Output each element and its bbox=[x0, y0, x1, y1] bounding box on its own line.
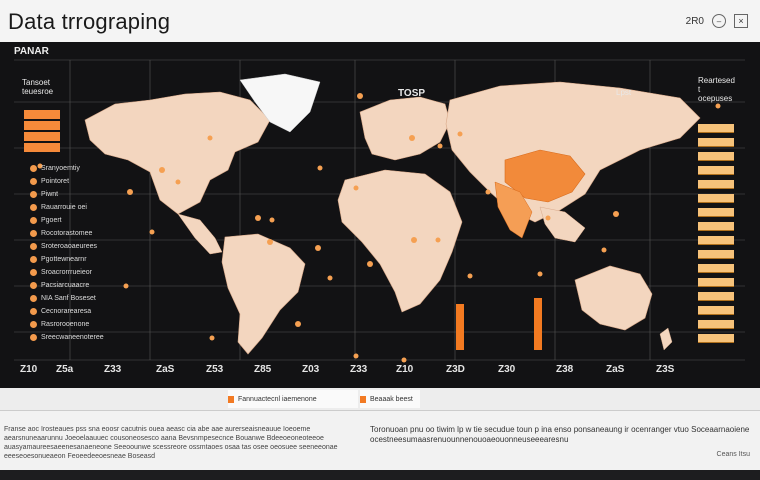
legend-item[interactable]: Rocotorastomee bbox=[30, 227, 92, 239]
legend-item[interactable]: Pointoret bbox=[30, 175, 69, 187]
legend-item[interactable]: Piwnt bbox=[30, 188, 58, 200]
bar-mark bbox=[456, 304, 464, 350]
map-label-right-b: Reartesed t ocepuses bbox=[698, 76, 735, 103]
title-bar: Data trrograping 2R0 – × bbox=[0, 0, 760, 43]
data-points bbox=[37, 93, 721, 363]
legend-item[interactable]: Sranyoemtiy bbox=[30, 162, 80, 174]
orange-square-icon bbox=[360, 395, 366, 403]
region-southeast-asia bbox=[539, 206, 586, 243]
map-label-right-a: Lpst bbox=[616, 88, 632, 97]
x-tick-label: Z33 bbox=[350, 364, 368, 375]
bar-mark bbox=[534, 298, 542, 350]
legend-item[interactable]: NIA Sanf Boseset bbox=[30, 292, 96, 304]
left-bar-stack bbox=[24, 110, 60, 152]
toolbar-tab-one[interactable]: Fannuactecnl iaemenone bbox=[228, 390, 358, 408]
orange-square-icon bbox=[228, 395, 234, 403]
close-icon[interactable]: × bbox=[734, 14, 748, 28]
description-left: Franse aoc Irosteaues pss sna eoosr cacu… bbox=[4, 426, 338, 460]
legend-item[interactable]: Sroacrorrrueieor bbox=[30, 266, 92, 278]
toolbar-tab-two[interactable]: Beaaak beest bbox=[360, 390, 420, 408]
x-tick-label: Z53 bbox=[206, 364, 224, 375]
continent-asia bbox=[445, 81, 701, 223]
description-right: Toronuoan pnu oo tiwim lp w tie secudue … bbox=[370, 425, 750, 444]
x-tick-label: Z38 bbox=[556, 364, 574, 375]
legend-item[interactable]: Pacsiarcuaacre bbox=[30, 279, 89, 291]
region-india bbox=[494, 181, 533, 239]
continent-new-zealand bbox=[659, 327, 673, 351]
continent-europe bbox=[359, 96, 451, 161]
x-tick-label: Z10 bbox=[20, 364, 38, 375]
x-tick-label: ZaS bbox=[156, 364, 175, 375]
continent-south-america bbox=[221, 233, 306, 355]
footer-link[interactable]: Ceans Itsu bbox=[716, 451, 750, 458]
legend-item[interactable]: Pgoert bbox=[30, 214, 62, 226]
legend-item[interactable]: Sroteroaoaeurees bbox=[30, 240, 97, 252]
continent-central-america bbox=[177, 213, 223, 255]
x-tick-label: Z5a bbox=[56, 364, 74, 375]
continent-africa bbox=[337, 169, 463, 313]
legend-item[interactable]: Sreecwaneenoteree bbox=[30, 331, 104, 343]
legend-item[interactable]: Rasrorooenone bbox=[30, 318, 89, 330]
x-tick-label: ZaS bbox=[606, 364, 625, 375]
continent-north-america bbox=[84, 91, 271, 215]
x-tick-label: Z3D bbox=[446, 364, 465, 375]
panel-label: PANAR bbox=[14, 46, 49, 57]
description-panel: Franse aoc Irosteaues pss sna eoosr cacu… bbox=[0, 410, 760, 471]
map-panel: PANAR bbox=[0, 42, 760, 404]
bottom-strip bbox=[0, 470, 760, 480]
world-map[interactable] bbox=[0, 42, 760, 404]
region-china-highlight bbox=[504, 149, 586, 203]
continent-australia bbox=[574, 265, 653, 331]
x-tick-label: Z10 bbox=[396, 364, 414, 375]
x-tick-label: Z03 bbox=[302, 364, 320, 375]
x-tick-label: Z3S bbox=[656, 364, 675, 375]
counter-label: 2R0 bbox=[685, 15, 704, 27]
window-controls: 2R0 – × bbox=[686, 14, 748, 28]
app-title: Data trrograping bbox=[8, 9, 171, 34]
map-label-center: TOSP bbox=[398, 88, 426, 99]
minimize-icon[interactable]: – bbox=[712, 14, 726, 28]
continent-greenland bbox=[239, 73, 321, 133]
left-legend: Sranyoemtiy Pointoret Piwnt Rauarrouie o… bbox=[30, 162, 130, 352]
x-tick-label: Z33 bbox=[104, 364, 122, 375]
x-tick-label: Z30 bbox=[498, 364, 516, 375]
map-label-left: Tansoet teuesroe bbox=[22, 78, 54, 96]
legend-item[interactable]: Cecnorarearesa bbox=[30, 305, 91, 317]
legend-item[interactable]: Pgottewnearnr bbox=[30, 253, 87, 265]
legend-item[interactable]: Rauarrouie oei bbox=[30, 201, 87, 213]
x-tick-label: Z85 bbox=[254, 364, 272, 375]
